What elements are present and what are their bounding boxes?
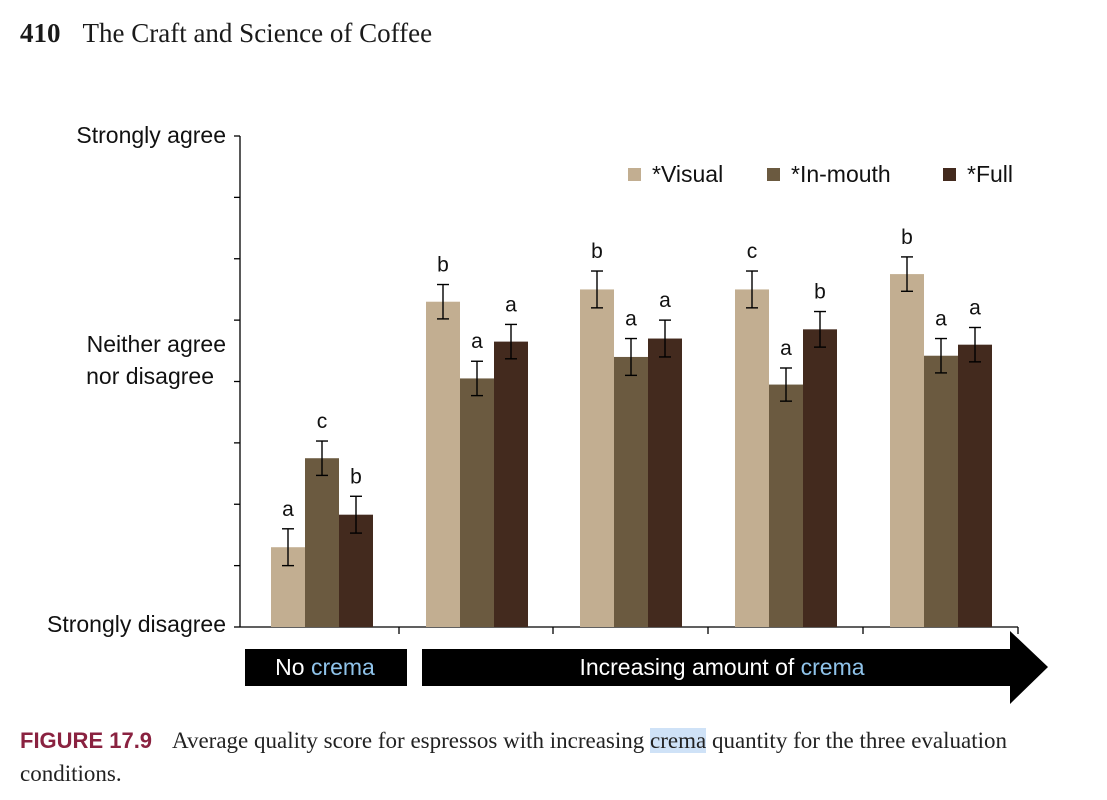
significance-letter: a xyxy=(659,289,671,312)
bar-in-mouth xyxy=(614,356,648,627)
legend-label: *Full xyxy=(967,161,1013,187)
significance-letter: b xyxy=(901,226,913,249)
bar-in-mouth xyxy=(924,355,958,627)
significance-letter: a xyxy=(505,293,517,316)
no-crema-label: No crema xyxy=(275,654,375,680)
page-number: 410 xyxy=(20,18,61,48)
significance-letter: a xyxy=(780,337,792,360)
bar-visual xyxy=(735,289,769,627)
figure-label: FIGURE 17.9 xyxy=(20,728,153,753)
bar-visual xyxy=(426,301,460,627)
significance-letter: b xyxy=(591,240,603,263)
legend-swatch xyxy=(943,168,956,181)
legend-swatch xyxy=(628,168,641,181)
caption-text-before: Average quality score for espressos with… xyxy=(172,728,645,753)
significance-letter: a xyxy=(935,308,947,331)
increasing-crema-label: Increasing amount of crema xyxy=(579,654,864,680)
y-tick-label: Strongly disagree xyxy=(47,611,226,637)
book-title: The Craft and Science of Coffee xyxy=(82,18,433,48)
bar-full xyxy=(958,344,992,627)
caption-text-after: quantity for the three evaluation condit… xyxy=(20,728,1007,786)
bar-full xyxy=(648,338,682,627)
bar-visual xyxy=(890,274,924,627)
significance-letter: c xyxy=(317,410,328,433)
significance-letter: b xyxy=(814,281,826,304)
significance-letter: a xyxy=(969,296,981,319)
y-tick-label: nor disagree xyxy=(86,363,214,389)
y-tick-label: Neither agree xyxy=(87,331,226,357)
figure-caption: FIGURE 17.9 Average quality score for esp… xyxy=(20,724,1080,790)
significance-letter: a xyxy=(282,498,294,521)
legend-label: *In-mouth xyxy=(791,161,891,187)
bar-full xyxy=(494,341,528,627)
y-tick-label: Strongly agree xyxy=(76,122,226,148)
crema-quality-chart: Strongly agree Neither agree nor disagree S… xyxy=(47,122,1048,704)
bar-visual xyxy=(580,289,614,627)
legend-swatch xyxy=(767,168,780,181)
significance-letter: a xyxy=(625,308,637,331)
page-header: 410 The Craft and Science of Coffee xyxy=(20,18,432,49)
significance-letter: a xyxy=(471,330,483,353)
significance-letter: c xyxy=(747,240,758,263)
legend-label: *Visual xyxy=(652,161,723,187)
significance-letter: b xyxy=(437,254,449,277)
bar-full xyxy=(803,329,837,627)
bar-in-mouth xyxy=(460,378,494,627)
bar-in-mouth xyxy=(305,458,339,627)
significance-letter: b xyxy=(350,465,362,488)
bar-in-mouth xyxy=(769,384,803,627)
no-crema-band xyxy=(245,649,407,686)
increasing-crema-arrow xyxy=(422,631,1048,704)
caption-highlight: crema xyxy=(650,728,707,753)
